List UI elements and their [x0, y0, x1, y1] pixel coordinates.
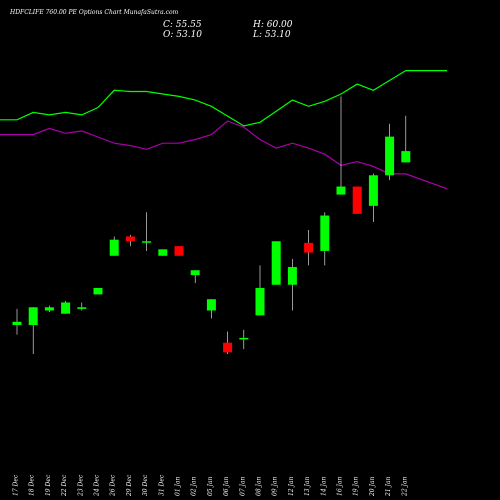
high-value: H: 60.00 [253, 20, 293, 30]
candle-up [336, 186, 346, 195]
candle-up [320, 215, 330, 251]
x-tick-label: 14 Jan [320, 476, 327, 496]
candle-up [401, 151, 411, 163]
candle-down [352, 186, 362, 214]
x-tick-label: 13 Jan [304, 476, 311, 496]
low-value: L: 53.10 [253, 30, 291, 40]
candle-up [255, 287, 265, 316]
x-tick-label: 30 Dec [142, 474, 149, 496]
candle-up [287, 267, 297, 285]
x-tick-label: 07 Jan [239, 476, 246, 496]
upper-band-line [0, 69, 447, 127]
candle-up [368, 175, 378, 206]
chart-title: HDFCLIFE 760.00 PE Options Chart MunafaS… [10, 9, 179, 16]
candle-down [174, 246, 184, 256]
candle-down [304, 242, 314, 253]
candle-up [271, 241, 281, 285]
x-tick-label: 01 Jan [175, 476, 182, 496]
x-tick-label: 23 Dec [77, 474, 84, 497]
open-value: O: 53.10 [163, 30, 203, 40]
candle-up [12, 321, 22, 325]
x-tick-label: 02 Jan [191, 476, 198, 496]
candle-up [61, 302, 71, 314]
x-tick-label: 19 Jan [353, 476, 360, 496]
candle-up [239, 337, 249, 340]
candle-up [77, 307, 87, 309]
x-tick-label: 21 Jan [385, 476, 392, 497]
candle-down [223, 342, 233, 353]
candle-down [125, 236, 135, 242]
candle-up [206, 299, 216, 311]
x-tick-label: 19 Dec [45, 474, 52, 496]
x-tick-label: 08 Jan [256, 476, 263, 496]
candle-up [142, 241, 152, 243]
x-tick-label: 31 Dec [158, 474, 165, 496]
close-value: C: 55.55 [163, 20, 202, 30]
x-tick-label: 26 Dec [110, 474, 117, 497]
candle-up [44, 307, 54, 311]
x-tick-label: 17 Dec [13, 474, 20, 496]
x-tick-label: 18 Dec [29, 474, 36, 496]
x-tick-label: 12 Jan [288, 476, 295, 496]
lower-band-line [0, 120, 448, 190]
x-tick-label: 29 Dec [126, 474, 133, 497]
x-tick-label: 09 Jan [272, 476, 279, 496]
candle-up [158, 249, 168, 256]
x-tick-label: 06 Jan [223, 476, 230, 496]
x-tick-label: 22 Dec [61, 474, 68, 497]
x-tick-label: 22 Jan [401, 476, 408, 497]
candle-up [190, 270, 200, 276]
x-tick-label: 24 Dec [94, 474, 101, 497]
candle-up [385, 136, 395, 176]
candle-up [28, 307, 38, 325]
x-tick-label: 20 Jan [369, 476, 376, 497]
candle-up [93, 287, 103, 295]
x-tick-label: 05 Jan [207, 476, 214, 496]
candle-up [109, 239, 119, 256]
x-tick-label: 16 Jan [337, 476, 344, 496]
